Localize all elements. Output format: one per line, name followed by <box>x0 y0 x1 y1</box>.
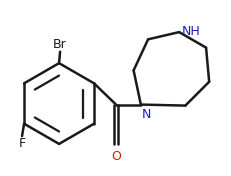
Text: O: O <box>111 150 120 163</box>
Text: N: N <box>141 108 150 121</box>
Text: Br: Br <box>53 38 67 51</box>
Text: NH: NH <box>181 25 200 37</box>
Text: F: F <box>19 137 26 150</box>
